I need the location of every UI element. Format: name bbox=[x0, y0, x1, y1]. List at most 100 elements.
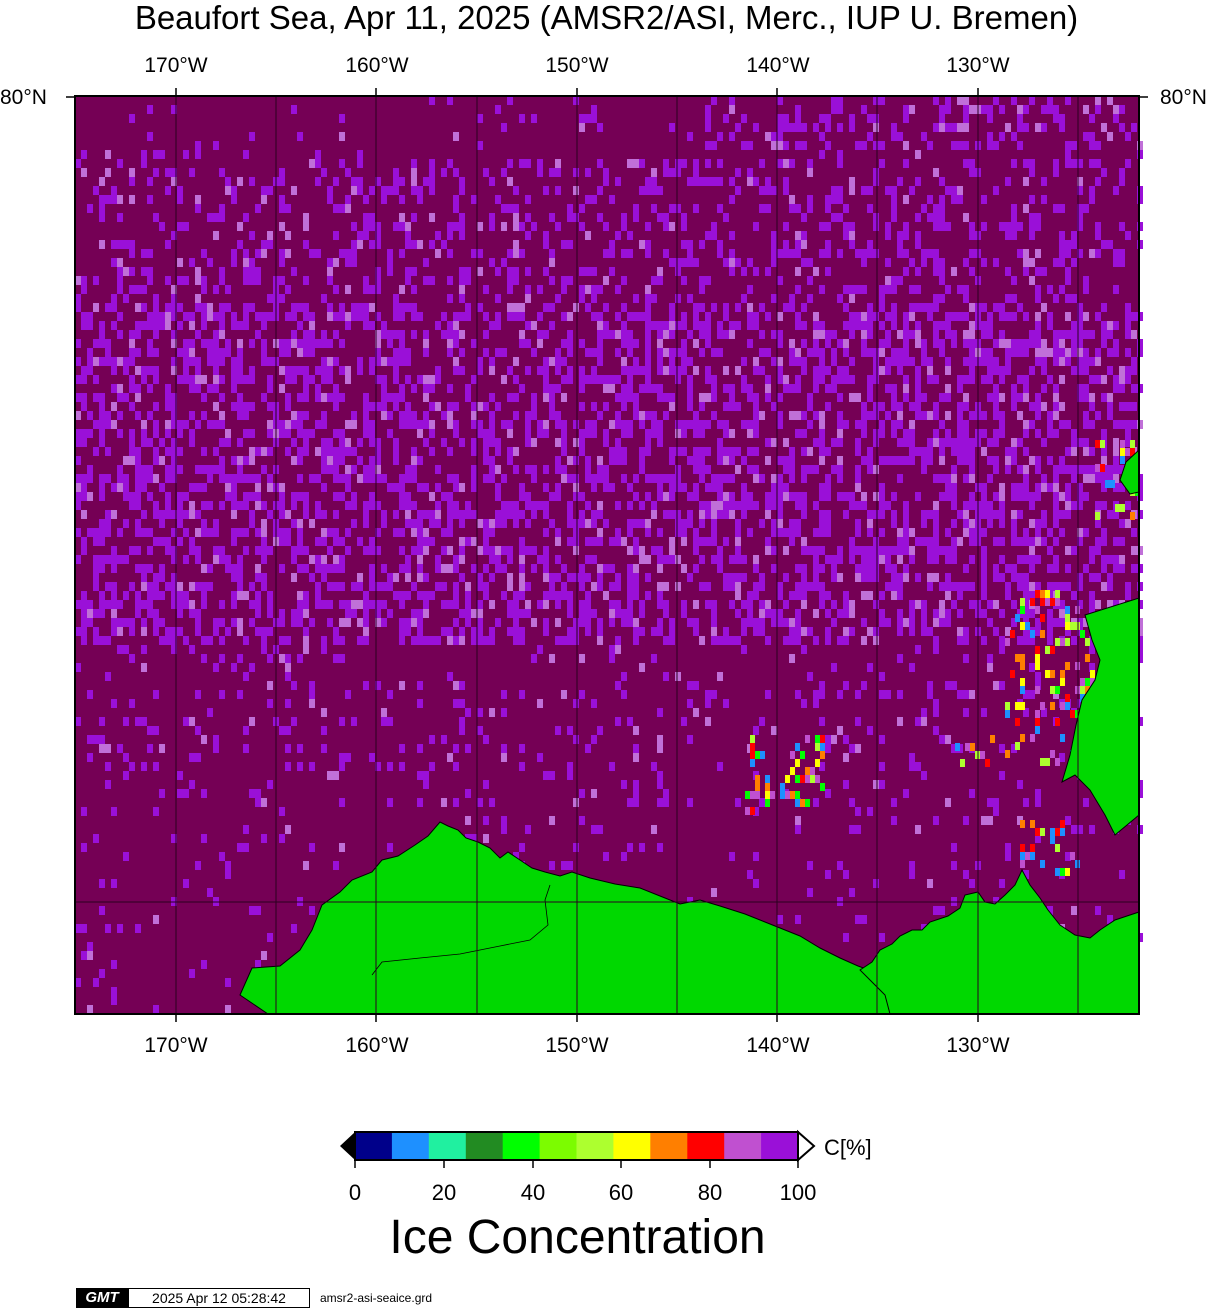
ice-cell bbox=[447, 546, 453, 555]
ice-cell bbox=[333, 393, 339, 402]
ice-cell bbox=[843, 321, 849, 330]
ice-cell bbox=[93, 978, 99, 987]
ice-cell bbox=[777, 528, 783, 537]
ice-cell bbox=[933, 528, 939, 537]
ice-cell bbox=[1017, 348, 1023, 357]
ice-cell bbox=[429, 735, 435, 744]
ice-cell bbox=[207, 348, 213, 357]
ice-cell bbox=[531, 546, 537, 555]
colorbar-title: Ice Concentration bbox=[389, 1211, 766, 1264]
ice-cell bbox=[591, 582, 597, 591]
ice-cell bbox=[1029, 339, 1035, 348]
ice-cell bbox=[1113, 510, 1119, 519]
ice-cell bbox=[399, 636, 405, 645]
ice-cell bbox=[849, 501, 855, 510]
ice-cell bbox=[777, 123, 783, 132]
ice-cell bbox=[819, 150, 825, 159]
ice-cell bbox=[729, 636, 735, 645]
ice-cell bbox=[393, 393, 399, 402]
ice-cell bbox=[579, 438, 585, 447]
ice-cell bbox=[567, 204, 573, 213]
ice-cell bbox=[117, 240, 123, 249]
ice-cell bbox=[969, 879, 975, 888]
ice-cell bbox=[915, 231, 921, 240]
ice-cell bbox=[1035, 834, 1041, 843]
ice-cell bbox=[429, 159, 435, 168]
ice-cell bbox=[195, 546, 201, 555]
ice-cell bbox=[477, 249, 483, 258]
ice-cell bbox=[687, 132, 693, 141]
ice-cell bbox=[1095, 573, 1101, 582]
ice-cell bbox=[549, 492, 555, 501]
marginal-ice-cell bbox=[1060, 678, 1065, 686]
ice-cell bbox=[825, 141, 831, 150]
ice-cell bbox=[633, 159, 639, 168]
ice-cell bbox=[777, 411, 783, 420]
ice-cell bbox=[795, 429, 801, 438]
ice-cell bbox=[579, 510, 585, 519]
ice-cell bbox=[363, 213, 369, 222]
ice-cell bbox=[153, 312, 159, 321]
ice-cell bbox=[585, 600, 591, 609]
ice-cell bbox=[303, 213, 309, 222]
ice-cell bbox=[585, 303, 591, 312]
ice-cell bbox=[105, 411, 111, 420]
ice-cell bbox=[1053, 492, 1059, 501]
marginal-ice-cell bbox=[1055, 828, 1060, 836]
ice-cell bbox=[897, 240, 903, 249]
ice-cell bbox=[993, 492, 999, 501]
ice-cell bbox=[999, 312, 1005, 321]
ice-cell bbox=[1095, 141, 1101, 150]
ice-cell bbox=[951, 555, 957, 564]
ice-cell bbox=[267, 474, 273, 483]
ice-cell bbox=[177, 591, 183, 600]
ice-cell bbox=[1029, 609, 1035, 618]
ice-cell bbox=[99, 519, 105, 528]
ice-cell bbox=[585, 114, 591, 123]
ice-cell bbox=[189, 375, 195, 384]
ice-cell bbox=[483, 537, 489, 546]
ice-cell bbox=[447, 501, 453, 510]
ice-cell bbox=[201, 582, 207, 591]
ice-cell bbox=[705, 465, 711, 474]
ice-cell bbox=[735, 591, 741, 600]
ice-cell bbox=[141, 159, 147, 168]
ice-cell bbox=[867, 393, 873, 402]
ice-cell bbox=[657, 438, 663, 447]
ice-cell bbox=[375, 267, 381, 276]
ice-cell bbox=[1035, 411, 1041, 420]
ice-cell bbox=[1035, 357, 1041, 366]
ice-cell bbox=[945, 384, 951, 393]
ice-cell bbox=[351, 501, 357, 510]
ice-cell bbox=[555, 726, 561, 735]
ice-cell bbox=[945, 798, 951, 807]
ice-cell bbox=[357, 240, 363, 249]
ice-cell bbox=[531, 393, 537, 402]
ice-cell bbox=[171, 420, 177, 429]
ice-cell bbox=[675, 447, 681, 456]
ice-cell bbox=[177, 771, 183, 780]
ice-cell bbox=[831, 465, 837, 474]
ice-cell bbox=[663, 510, 669, 519]
ice-cell bbox=[633, 402, 639, 411]
ice-cell bbox=[933, 816, 939, 825]
ice-cell bbox=[327, 375, 333, 384]
ice-cell bbox=[531, 222, 537, 231]
ice-cell bbox=[627, 618, 633, 627]
ice-cell bbox=[1107, 582, 1113, 591]
ice-cell bbox=[459, 609, 465, 618]
ice-cell bbox=[153, 330, 159, 339]
ice-cell bbox=[249, 717, 255, 726]
ice-cell bbox=[183, 492, 189, 501]
ice-cell bbox=[75, 429, 81, 438]
ice-cell bbox=[909, 600, 915, 609]
ice-cell bbox=[249, 456, 255, 465]
ice-cell bbox=[675, 258, 681, 267]
ice-cell bbox=[519, 555, 525, 564]
ice-cell bbox=[1089, 195, 1095, 204]
ice-cell bbox=[489, 798, 495, 807]
ice-cell bbox=[465, 591, 471, 600]
ice-cell bbox=[555, 159, 561, 168]
ice-cell bbox=[735, 555, 741, 564]
ice-cell bbox=[633, 564, 639, 573]
